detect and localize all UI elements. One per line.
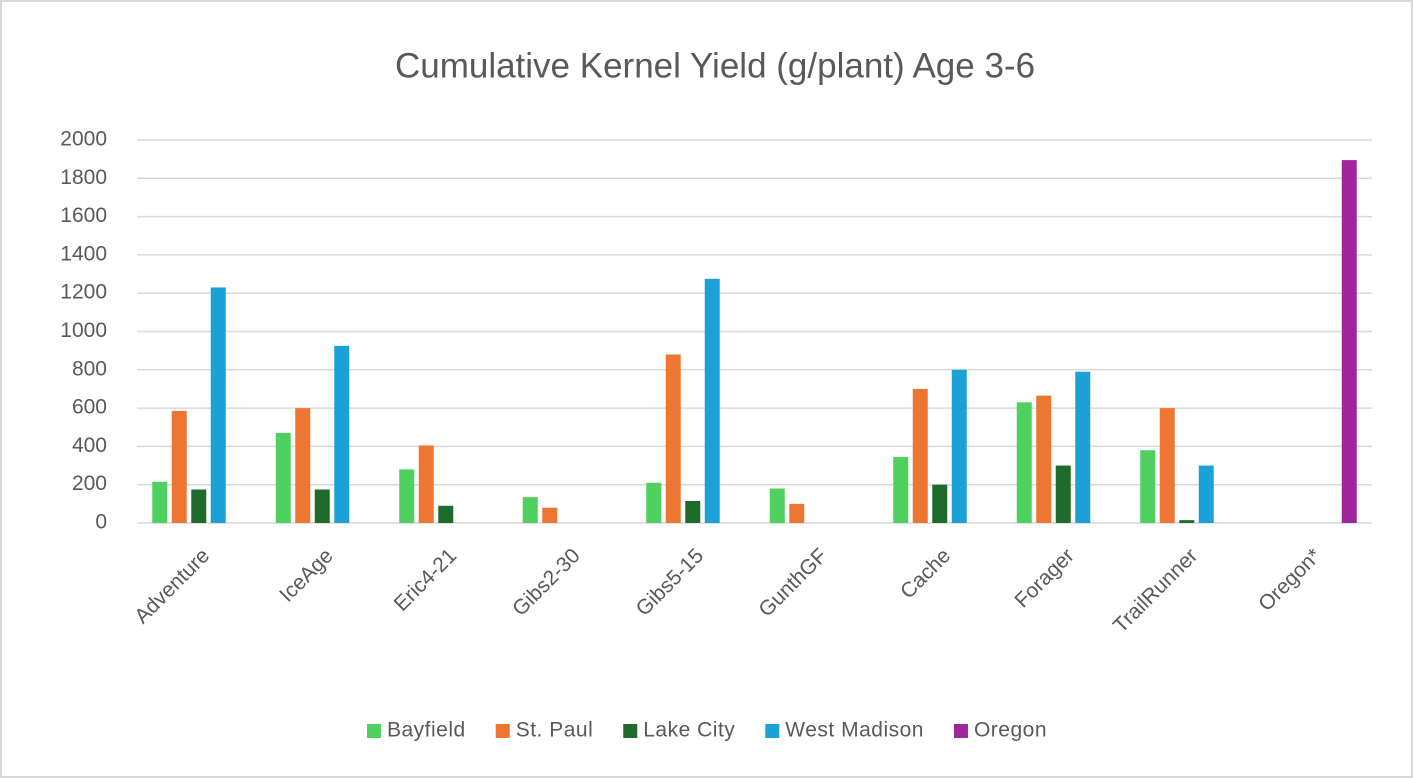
legend-label: Oregon: [974, 719, 1047, 742]
y-tick-label: 2000: [60, 128, 107, 151]
y-tick-label: 0: [95, 511, 107, 534]
bar: [932, 484, 948, 523]
y-tick-label: 800: [72, 357, 107, 380]
legend-swatch: [366, 724, 381, 738]
bar: [334, 345, 350, 523]
bar: [152, 481, 168, 523]
y-tick-label: 1600: [60, 204, 107, 227]
y-tick-label: 200: [72, 472, 107, 495]
legend-swatch: [623, 724, 638, 738]
bar: [1055, 465, 1071, 523]
bar: [171, 410, 187, 523]
y-tick-label: 1800: [60, 166, 107, 189]
bar: [1341, 160, 1357, 524]
bar: [522, 497, 538, 523]
bar: [789, 503, 805, 523]
bar: [314, 489, 330, 523]
legend-swatch: [495, 724, 510, 738]
legend-swatch: [953, 724, 968, 738]
bar: [1016, 402, 1032, 523]
bar: [646, 482, 662, 523]
bar: [438, 505, 454, 523]
chart-title: Cumulative Kernel Yield (g/plant) Age 3-…: [395, 46, 1035, 85]
y-tick-label: 400: [72, 434, 107, 457]
bar: [704, 278, 720, 523]
bar: [1075, 371, 1091, 523]
y-tick-label: 1400: [60, 242, 107, 265]
bar: [912, 388, 928, 523]
bar: [1140, 450, 1156, 523]
y-tick-label: 600: [72, 396, 107, 419]
bar: [418, 445, 434, 523]
legend-label: St. Paul: [516, 719, 594, 742]
bar: [191, 489, 207, 523]
bar: [1159, 408, 1175, 523]
bar: [295, 408, 311, 523]
bar: [542, 507, 558, 523]
bar: [769, 488, 785, 523]
bar: [275, 432, 291, 523]
bar: [951, 369, 967, 523]
bar: [665, 354, 681, 523]
legend-swatch: [765, 724, 780, 738]
bar: [399, 469, 415, 523]
bar: [893, 456, 909, 523]
y-tick-label: 1200: [60, 281, 107, 304]
legend-label: Bayfield: [387, 719, 466, 742]
bar: [1036, 395, 1052, 523]
y-tick-label: 1000: [60, 319, 107, 342]
bar: [1198, 465, 1214, 523]
legend-label: West Madison: [785, 719, 924, 742]
bar: [210, 287, 226, 523]
bar: [1179, 520, 1195, 523]
legend-label: Lake City: [643, 719, 735, 742]
bar: [685, 500, 701, 523]
